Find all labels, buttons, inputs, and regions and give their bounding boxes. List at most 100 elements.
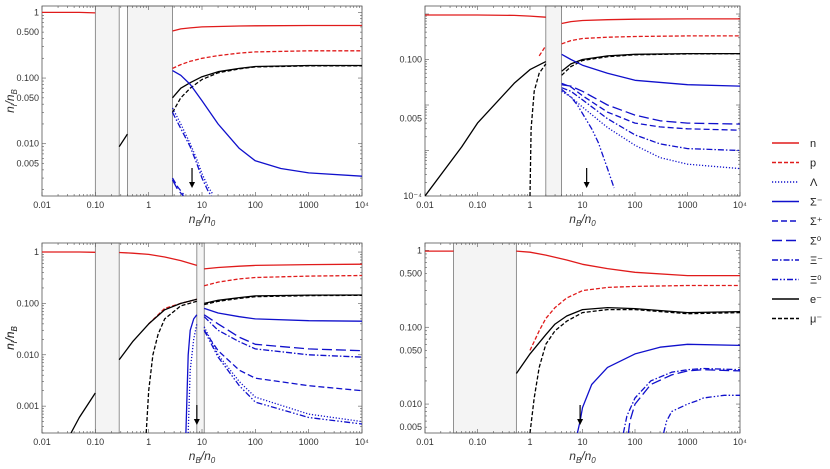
x-tick-label: 1000	[677, 200, 697, 210]
series-line-n	[425, 14, 546, 18]
series-line-e	[118, 298, 197, 361]
series-line-e	[118, 133, 128, 148]
x-tick-label: 1000	[677, 437, 697, 447]
series-group	[42, 11, 362, 196]
series-line-n	[516, 250, 740, 277]
series-line-Sigma_plus	[561, 82, 740, 131]
x-tick-label: 100	[627, 200, 642, 210]
series-line-mu	[561, 53, 740, 76]
x-axis-label: nB/n0	[569, 212, 596, 228]
x-tick-label: 1000	[299, 200, 319, 210]
series-line-mu	[145, 300, 197, 433]
x-tick-label: 100	[627, 437, 642, 447]
series-line-n	[119, 251, 197, 267]
series-line-Lambda	[171, 107, 214, 195]
y-tick-label: 0.100	[399, 55, 422, 65]
x-tick-label: 0.10	[469, 200, 487, 210]
series-line-p	[529, 284, 740, 351]
x-tick-label: 10⁴	[733, 200, 747, 210]
series-line-Sigma_minus	[576, 343, 740, 433]
y-tick-label: 0.010	[399, 399, 422, 409]
series-line-Lambda	[187, 323, 198, 433]
series-line-n	[42, 11, 96, 14]
series-line-Sigma_minus	[561, 53, 740, 87]
legend-label-Xi_minus: Ξ⁻	[810, 255, 823, 267]
legend-label-Lambda: Λ	[810, 177, 818, 189]
arrow-head	[189, 182, 196, 188]
plot-frame	[424, 5, 741, 197]
series-line-Xi_minus	[561, 87, 740, 152]
series-line-Sigma_plus	[203, 329, 362, 392]
y-tick-label: 0.010	[16, 350, 39, 360]
series-line-p	[561, 35, 740, 45]
series-line-mu	[529, 63, 547, 196]
shaded-region	[196, 242, 205, 434]
x-tick-label: 10	[577, 200, 587, 210]
series-line-Sigma_minus	[203, 307, 362, 322]
arrow-head	[193, 419, 200, 425]
shaded-region	[94, 242, 120, 434]
series-line-n	[172, 24, 362, 32]
y-axis-label: ni/nB	[3, 325, 19, 349]
series-line-n	[561, 18, 740, 25]
x-tick-label: 0.01	[416, 200, 434, 210]
series-line-Sigma_zero	[171, 179, 184, 196]
panel-bottom-right: 0.01 0.10 1 10 100 1000 10⁴ 0.005 0.010 0.050 0.10…	[3, 242, 747, 465]
x-tick-label: 10⁴	[733, 437, 747, 447]
arrow-head	[583, 182, 590, 188]
x-axis-label: nB/n0	[569, 449, 596, 465]
panel-top-right: 0.01 0.10 1 10 100 1000 10⁴ 10⁻⁴ 0.005 0.100 nB/n0	[399, 5, 747, 228]
series-line-Sigma_plus	[171, 177, 185, 195]
legend-label-Sigma_zero: Σ⁰	[810, 236, 822, 248]
legend-label-e: e⁻	[810, 294, 822, 306]
panel-top-left: 0.01 0.10 1 10 100 1000 10⁴ 0.005 0.010 0.050 0.10…	[3, 5, 369, 228]
x-tick-label: 1	[527, 200, 532, 210]
x-tick-label: 100	[248, 200, 263, 210]
series-line-p	[172, 50, 362, 69]
y-tick-label: 10⁻⁴	[403, 191, 422, 201]
shaded-region	[545, 5, 563, 197]
series-line-Sigma_zero	[561, 84, 740, 125]
series-line-p	[204, 274, 362, 287]
arrow-head	[577, 419, 584, 425]
series-line-Xi_minus	[203, 316, 362, 358]
legend-label-n: n	[810, 138, 816, 150]
y-tick-label: 0.100	[16, 298, 39, 308]
series-line-e	[425, 61, 547, 196]
legend-label-Sigma_minus: Σ⁻	[810, 197, 823, 209]
series-group	[425, 250, 740, 433]
series-line-p	[538, 45, 547, 57]
y-tick-label: 1	[417, 245, 422, 255]
x-tick-label: 0.01	[416, 437, 434, 447]
series-line-Xi_zero	[203, 330, 362, 425]
series-line-Sigma_zero	[627, 369, 740, 433]
x-tick-label: 1	[146, 437, 151, 447]
x-tick-label: 10	[197, 200, 207, 210]
shaded-region	[453, 242, 517, 434]
x-tick-label: 0.01	[33, 437, 51, 447]
series-group	[42, 251, 362, 433]
x-axis-label: nB/n0	[189, 212, 216, 228]
shaded-region	[94, 5, 120, 197]
y-axis-label: ni/nB	[3, 88, 19, 112]
x-tick-label: 1	[527, 437, 532, 447]
series-line-Lambda	[203, 326, 362, 423]
series-line-mu	[529, 308, 740, 433]
x-tick-label: 10⁴	[355, 200, 369, 210]
y-tick-label: 1	[34, 247, 39, 257]
x-tick-label: 1000	[299, 437, 319, 447]
y-tick-label: 0.050	[16, 93, 39, 103]
y-tick-label: 0.100	[16, 73, 39, 83]
x-tick-label: 1	[146, 200, 151, 210]
panel-bottom-left: 0.01 0.10 1 10 100 1000 10⁴ 0.001 0.010 0.100 1 nB/…	[3, 242, 369, 465]
series-line-mu	[171, 65, 362, 113]
y-tick-label: 0.100	[399, 322, 422, 332]
y-tick-label: 1	[34, 7, 39, 17]
y-tick-label: 0.500	[16, 27, 39, 37]
series-line-e	[172, 64, 362, 99]
x-tick-label: 0.10	[87, 200, 105, 210]
series-line-n	[204, 263, 362, 270]
y-tick-label: 0.005	[16, 158, 39, 168]
x-tick-label: 0.10	[469, 437, 487, 447]
